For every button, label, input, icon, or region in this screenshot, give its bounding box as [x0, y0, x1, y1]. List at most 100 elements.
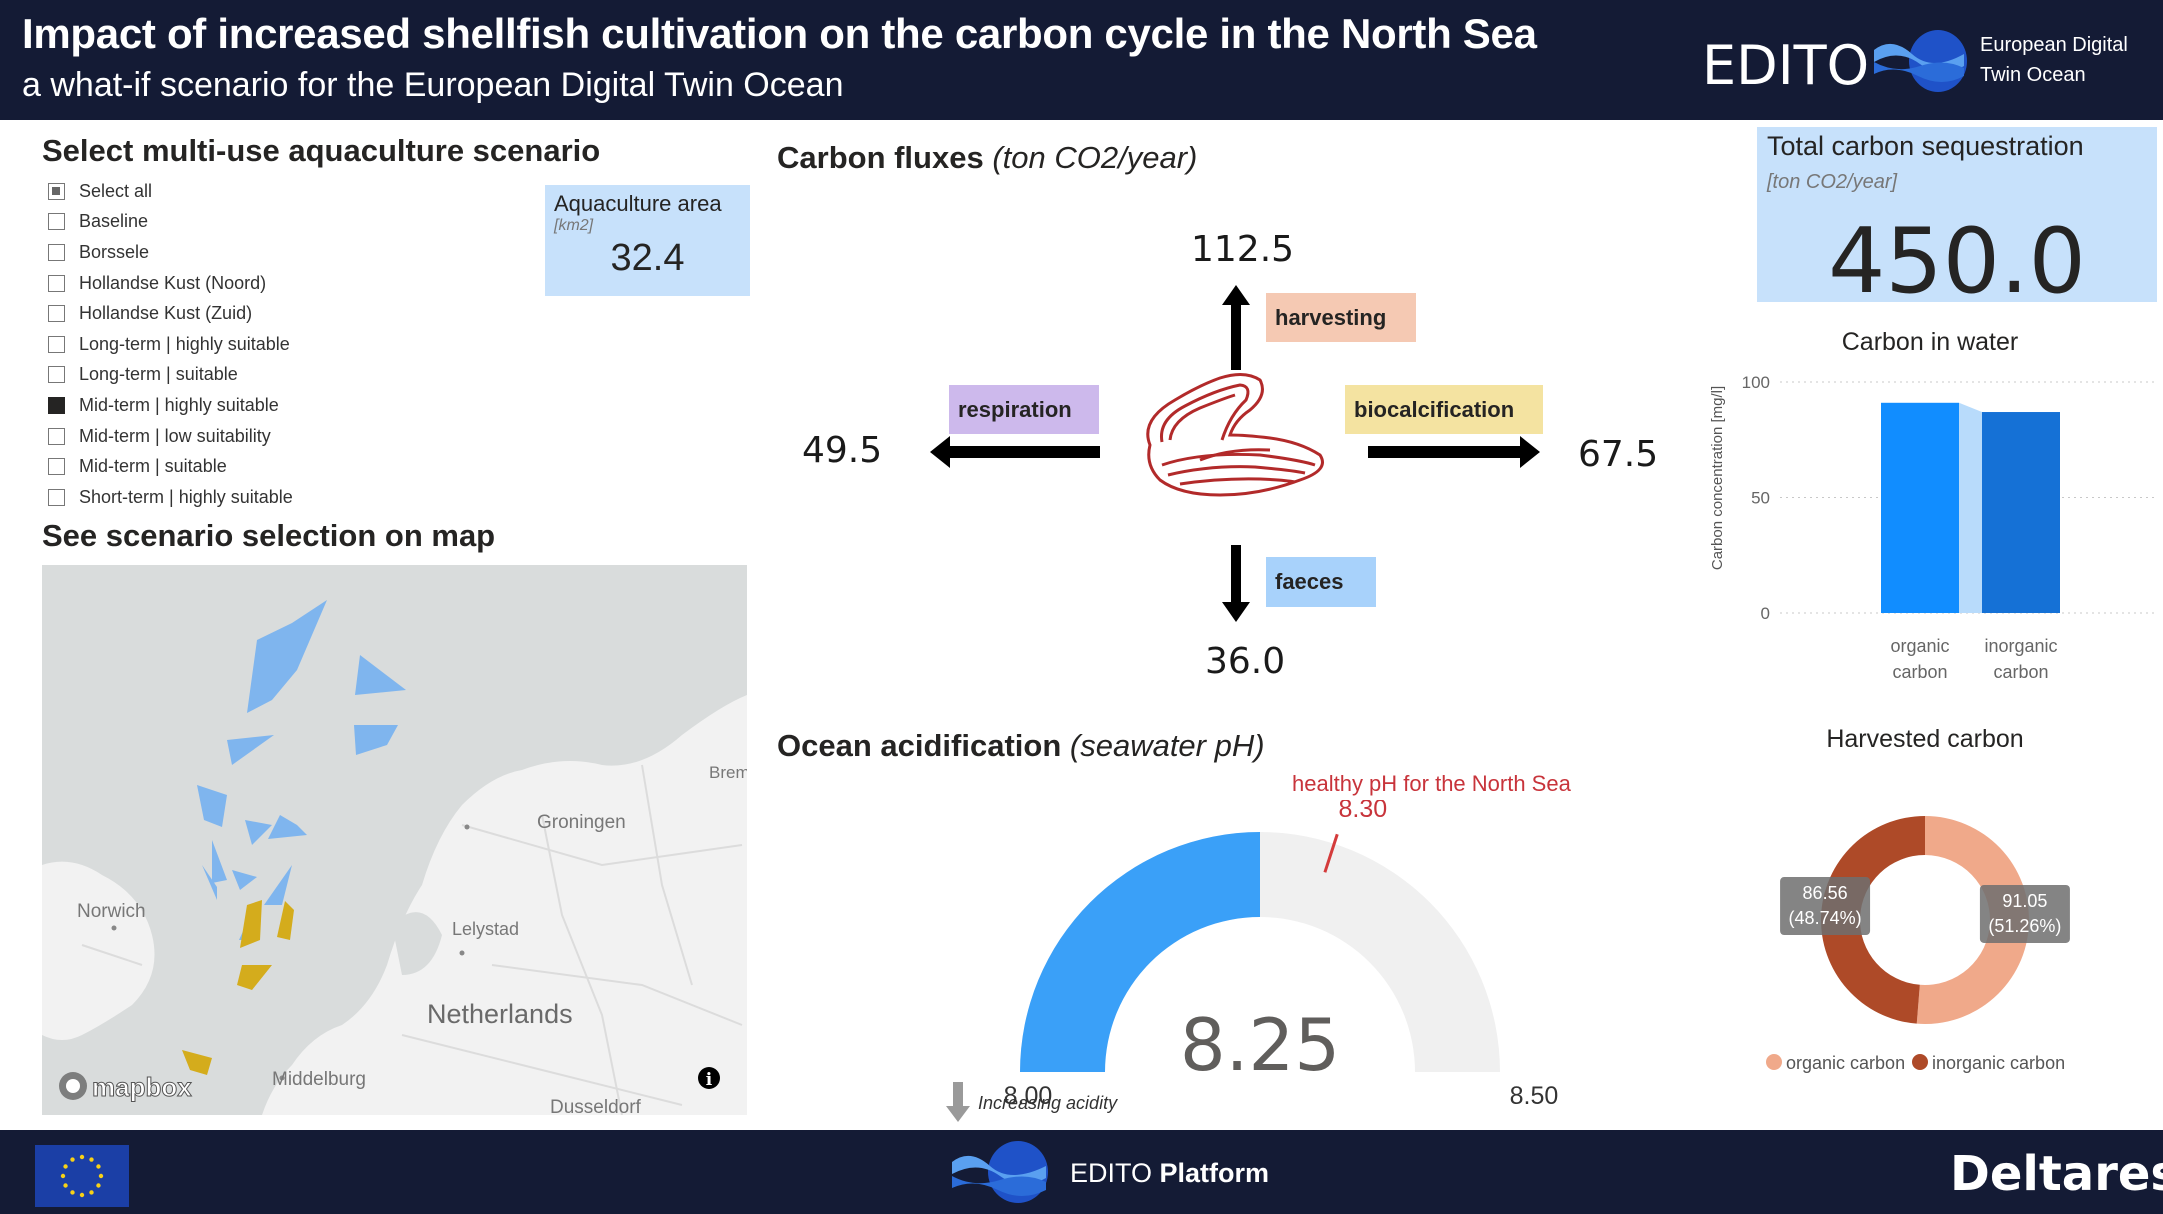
svg-text:mapbox: mapbox [92, 1072, 192, 1102]
edito-wave-logo [1874, 30, 1967, 92]
edito-platform-logo [952, 1141, 1048, 1203]
gauge-min-label: 8.00 [1004, 1082, 1053, 1110]
x-category-label: carbon [1993, 662, 2048, 680]
eu-star-icon [96, 1183, 101, 1188]
legend-marker [1766, 1054, 1782, 1070]
map-section-title: See scenario selection on map [42, 518, 496, 553]
scenario-checkbox[interactable] [48, 458, 65, 476]
acidity-label: Increasing acidity [978, 1092, 1118, 1113]
eu-star-icon [70, 1190, 75, 1195]
scenario-label: Baseline [79, 211, 149, 232]
scenario-option[interactable]: Hollandse Kust (Zuid) [48, 298, 293, 329]
edito-brand: EDITO [1702, 34, 1870, 97]
harvesting-tag: harvesting [1266, 293, 1416, 342]
carbon-water-chart[interactable]: Carbon concentration [mg/l] 0 50 100 organi… [1700, 360, 2163, 680]
footer: EDITO Platform Deltares [0, 1130, 2163, 1214]
scenario-checkbox[interactable] [48, 488, 65, 506]
scenario-option[interactable]: Hollandse Kust (Noord) [48, 268, 293, 299]
aquaculture-area-card: Aquaculture area [km2] 32.4 [545, 185, 750, 296]
scenario-option[interactable]: Borssele [48, 237, 293, 268]
eu-star-icon [60, 1173, 66, 1179]
scenario-checkbox[interactable] [48, 243, 65, 261]
healthy-ph-label: healthy pH for the North Sea [1292, 771, 1571, 796]
scenario-option[interactable]: Short-term | highly suitable [48, 482, 293, 513]
total-sequestration-unit: [ton CO2/year] [1767, 171, 1898, 193]
ph-gauge[interactable]: 8.30 8.25 8.00 8.50 [940, 800, 1620, 1130]
eu-star-icon [79, 1154, 85, 1160]
map-canvas[interactable]: Norwich Groningen Lelystad Netherlands M… [42, 565, 747, 1115]
scenario-checkbox[interactable] [48, 427, 65, 445]
acidification-section-title: Ocean acidification (seawater pH) [777, 728, 1265, 763]
eu-star-icon [79, 1192, 85, 1198]
total-sequestration-label: Total carbon sequestration [1767, 131, 2084, 161]
scenario-map[interactable]: Norwich Groningen Lelystad Netherlands M… [42, 565, 747, 1115]
bar-connector [1959, 402, 1982, 613]
bar-organic-carbon[interactable] [1881, 402, 1959, 613]
scenario-option[interactable]: Select all [48, 176, 293, 207]
flux-arrows [930, 285, 1540, 622]
scenario-label: Long-term | suitable [79, 364, 238, 385]
arrow-left-icon [930, 436, 1100, 468]
total-sequestration-value: 450.0 [1828, 209, 2086, 314]
scenario-checkbox[interactable] [48, 213, 65, 231]
slice-data-label: 91.05 [2002, 891, 2047, 911]
flux-diagram [930, 285, 1540, 622]
map-info-icon[interactable]: i [698, 1067, 720, 1090]
scenario-option[interactable]: Long-term | highly suitable [48, 329, 293, 360]
scenario-label: Hollandse Kust (Noord) [79, 272, 267, 293]
scenario-label: Hollandse Kust (Zuid) [79, 303, 253, 324]
mapbox-attribution[interactable]: mapbox [59, 1072, 193, 1103]
arrow-up-icon [1222, 285, 1250, 370]
scenario-option[interactable]: Mid-term | low suitability [48, 421, 293, 452]
scenario-option[interactable]: Mid-term | suitable [48, 451, 293, 482]
slice-organic-carbon[interactable] [1916, 816, 2029, 1024]
report-subtitle: a what-if scenario for the European Digi… [22, 66, 844, 104]
bar-inorganic-carbon[interactable] [1982, 412, 2060, 613]
biocalcification-tag: biocalcification [1345, 385, 1543, 434]
scenario-checkbox[interactable] [48, 335, 65, 353]
slice-inorganic-carbon[interactable] [1821, 816, 1925, 1024]
gauge-value: 8.25 [1180, 1003, 1340, 1087]
aquaculture-area-unit: [km2] [554, 217, 594, 234]
map-label-dusseldorf: Dusseldorf [550, 1097, 642, 1115]
selected-scenario-zones [182, 900, 294, 1075]
legend-label[interactable]: organic carbon [1786, 1053, 1905, 1073]
harvested-carbon-chart[interactable]: 91.05 (51.26%) 86.56 (48.74%) organic carbon… [1740, 770, 2160, 1080]
x-category-label: inorganic [1984, 636, 2057, 656]
scenario-option[interactable]: Mid-term | highly suitable [48, 390, 293, 421]
arrow-down-icon [1222, 545, 1250, 622]
scenario-checkbox[interactable] [48, 274, 65, 292]
y-tick-label: 100 [1742, 373, 1770, 392]
scenario-label: Mid-term | suitable [79, 456, 227, 477]
data-label-box [1979, 884, 2070, 943]
scenario-label: Short-term | highly suitable [79, 486, 293, 507]
x-category-label: organic [1890, 636, 1949, 656]
scenario-checkbox[interactable] [48, 396, 65, 414]
fluxes-section-title: Carbon fluxes (ton CO2/year) [777, 140, 1198, 175]
scenario-label: Mid-term | highly suitable [79, 394, 279, 415]
map-label-middelburg: Middelburg [272, 1069, 366, 1090]
gauge-target-marker [1323, 833, 1339, 873]
map-label-norwich: Norwich [77, 901, 146, 922]
scenario-label: Mid-term | low suitability [79, 425, 271, 446]
scenario-checkbox[interactable] [48, 366, 65, 384]
eu-star-icon [98, 1173, 104, 1179]
slice-data-label: (51.26%) [1988, 916, 2061, 936]
arrow-right-icon [1368, 436, 1540, 468]
biocalcification-value: 67.5 [1578, 434, 1659, 475]
scenario-checkbox[interactable] [48, 182, 65, 200]
scenario-option[interactable]: Long-term | suitable [48, 360, 293, 391]
map-roads [81, 764, 743, 1115]
slice-data-label: (48.74%) [1789, 908, 1862, 928]
aquaculture-area-value: 32.4 [610, 237, 685, 279]
scenario-checkbox[interactable] [48, 305, 65, 323]
gauge-max-label: 8.50 [1510, 1082, 1559, 1110]
faeces-tag: faeces [1266, 557, 1376, 607]
scenario-slicer: Select all Baseline Borssele Hollandse Kust… [48, 176, 293, 513]
scenario-option[interactable]: Baseline [48, 207, 293, 238]
legend-label[interactable]: inorganic carbon [1932, 1053, 2065, 1073]
scenario-section-title: Select multi-use aquaculture scenario [42, 133, 601, 168]
city-dots [111, 824, 470, 1081]
respiration-tag: respiration [949, 385, 1099, 434]
eu-star-icon [96, 1164, 101, 1169]
